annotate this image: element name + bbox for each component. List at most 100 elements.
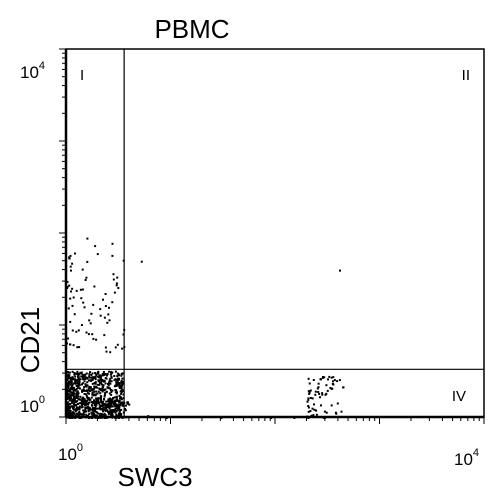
data-point	[94, 405, 97, 408]
data-point	[69, 265, 72, 268]
data-point	[89, 379, 92, 382]
data-point	[82, 409, 85, 412]
data-point	[115, 405, 118, 407]
data-point	[78, 373, 81, 376]
data-point	[91, 391, 94, 394]
data-point	[72, 400, 75, 403]
data-point	[77, 376, 80, 379]
data-point	[74, 375, 77, 378]
data-point	[116, 381, 119, 384]
data-point	[84, 376, 86, 379]
x-tick-right-exp: 4	[473, 447, 479, 459]
data-point	[76, 407, 79, 410]
data-point	[110, 401, 113, 404]
data-point	[108, 412, 111, 415]
data-point	[104, 293, 107, 295]
data-point	[92, 337, 95, 340]
data-point	[118, 387, 121, 389]
data-point	[85, 413, 88, 416]
data-point	[88, 376, 91, 379]
data-point	[88, 401, 90, 404]
data-point	[120, 379, 123, 382]
data-point	[80, 399, 83, 402]
data-point	[71, 383, 74, 386]
data-point	[70, 388, 73, 391]
data-point	[108, 397, 111, 400]
data-point	[86, 381, 89, 384]
data-point	[92, 303, 95, 306]
data-point	[90, 374, 93, 376]
data-point	[82, 402, 85, 405]
data-point	[111, 405, 114, 408]
data-point	[315, 409, 318, 412]
data-point	[81, 405, 84, 408]
data-point	[101, 388, 104, 391]
data-point	[75, 380, 78, 382]
data-point	[119, 397, 121, 400]
y-tick-top-exp: 4	[39, 60, 45, 72]
data-point	[86, 406, 88, 409]
data-point	[106, 374, 109, 377]
data-point	[77, 374, 80, 377]
data-point	[108, 407, 111, 410]
data-point	[66, 388, 69, 391]
data-point	[116, 377, 119, 380]
x-tick-right-base: 10	[454, 450, 473, 469]
data-point	[127, 402, 129, 405]
data-point	[67, 406, 70, 409]
data-point	[82, 373, 85, 376]
data-point	[332, 376, 335, 379]
data-point	[94, 376, 97, 379]
data-point	[98, 376, 101, 379]
data-point	[308, 392, 311, 395]
data-point	[110, 413, 113, 416]
data-point	[336, 380, 339, 383]
data-point	[332, 380, 334, 383]
data-point	[70, 399, 73, 402]
data-point	[105, 406, 108, 409]
data-point	[76, 396, 79, 399]
data-point	[66, 413, 69, 416]
data-point	[100, 401, 103, 403]
data-point	[94, 414, 97, 417]
data-point	[93, 385, 96, 388]
data-point	[98, 401, 101, 404]
data-point	[120, 374, 123, 377]
data-point	[120, 408, 123, 411]
data-point	[84, 389, 87, 392]
data-point	[83, 374, 86, 376]
data-point	[67, 373, 70, 376]
data-point	[86, 396, 89, 399]
data-point	[91, 401, 94, 403]
data-point	[66, 377, 69, 380]
data-point	[110, 403, 113, 405]
chart-title: PBMC	[154, 14, 229, 44]
data-point	[69, 398, 72, 401]
data-point	[115, 413, 118, 416]
data-point	[103, 373, 106, 376]
data-point	[114, 407, 117, 410]
data-point	[330, 376, 333, 379]
data-point	[68, 410, 71, 413]
data-point	[84, 383, 87, 386]
data-point	[99, 378, 102, 381]
data-point	[122, 403, 124, 406]
data-point	[99, 413, 102, 416]
data-point	[105, 400, 108, 403]
data-point	[101, 408, 104, 410]
data-point	[97, 399, 100, 402]
data-point	[87, 389, 90, 392]
data-point	[96, 386, 99, 389]
data-point	[98, 403, 101, 406]
data-point	[97, 398, 100, 401]
data-point	[67, 383, 70, 386]
data-point	[95, 390, 98, 393]
data-point	[91, 414, 94, 417]
data-point	[84, 406, 87, 409]
data-point	[71, 412, 74, 415]
data-point	[96, 375, 99, 378]
data-point	[79, 288, 82, 291]
data-point	[330, 404, 333, 407]
data-point	[321, 376, 324, 379]
data-point	[81, 375, 84, 377]
